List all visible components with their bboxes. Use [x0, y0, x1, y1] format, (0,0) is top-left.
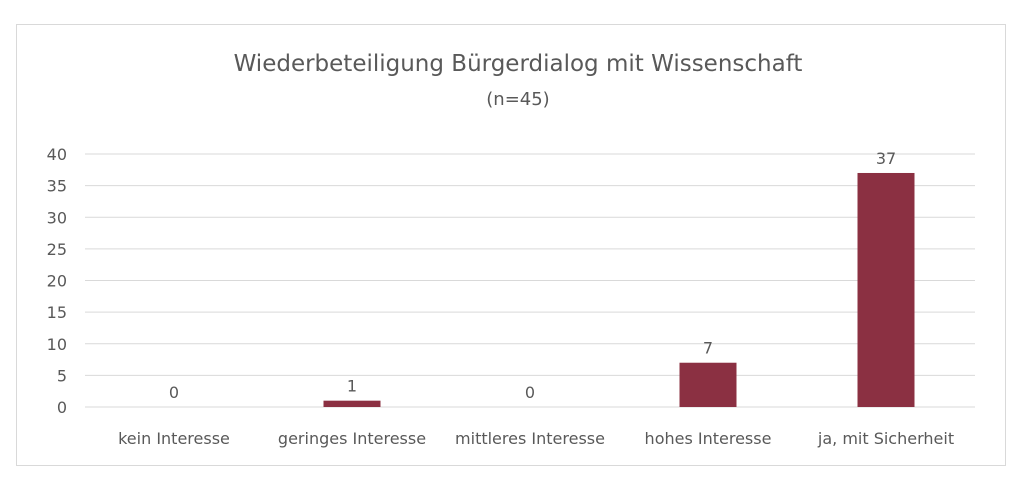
y-tick-label: 0 — [57, 398, 67, 417]
bars — [323, 172, 915, 407]
data-label: 0 — [169, 383, 179, 402]
data-label: 37 — [876, 149, 896, 168]
data-label: 0 — [525, 383, 535, 402]
y-tick-label: 15 — [47, 303, 67, 322]
chart-frame: Wiederbeteiligung Bürgerdialog mit Wisse… — [16, 24, 1006, 466]
x-tick-label: ja, mit Sicherheit — [817, 429, 954, 448]
data-label: 7 — [703, 339, 713, 358]
y-tick-label: 10 — [47, 335, 67, 354]
y-tick-label: 40 — [47, 145, 67, 164]
bar-geringes-interesse — [323, 400, 381, 407]
bar-chart: Wiederbeteiligung Bürgerdialog mit Wisse… — [47, 51, 975, 448]
x-tick-label: geringes Interesse — [278, 429, 426, 448]
bar-hohes-interesse — [679, 362, 737, 407]
gridlines — [85, 153, 975, 408]
chart-subtitle: (n=45) — [486, 89, 549, 110]
data-label: 1 — [347, 377, 357, 396]
y-tick-label: 30 — [47, 208, 67, 227]
y-tick-label: 25 — [47, 240, 67, 259]
value-labels: 0 1 0 7 37 — [169, 149, 896, 402]
y-axis-tick-labels: 0 5 10 15 20 25 30 35 40 — [47, 145, 67, 417]
x-tick-label: hohes Interesse — [645, 429, 772, 448]
y-tick-label: 5 — [57, 366, 67, 385]
y-tick-label: 35 — [47, 177, 67, 196]
x-tick-label: mittleres Interesse — [455, 429, 605, 448]
x-tick-label: kein Interesse — [118, 429, 230, 448]
x-axis-tick-labels: kein Interesse geringes Interesse mittlere… — [118, 429, 954, 448]
y-tick-label: 20 — [47, 272, 67, 291]
bar-ja-mit-sicherheit — [857, 172, 915, 407]
chart-title: Wiederbeteiligung Bürgerdialog mit Wisse… — [234, 51, 803, 77]
